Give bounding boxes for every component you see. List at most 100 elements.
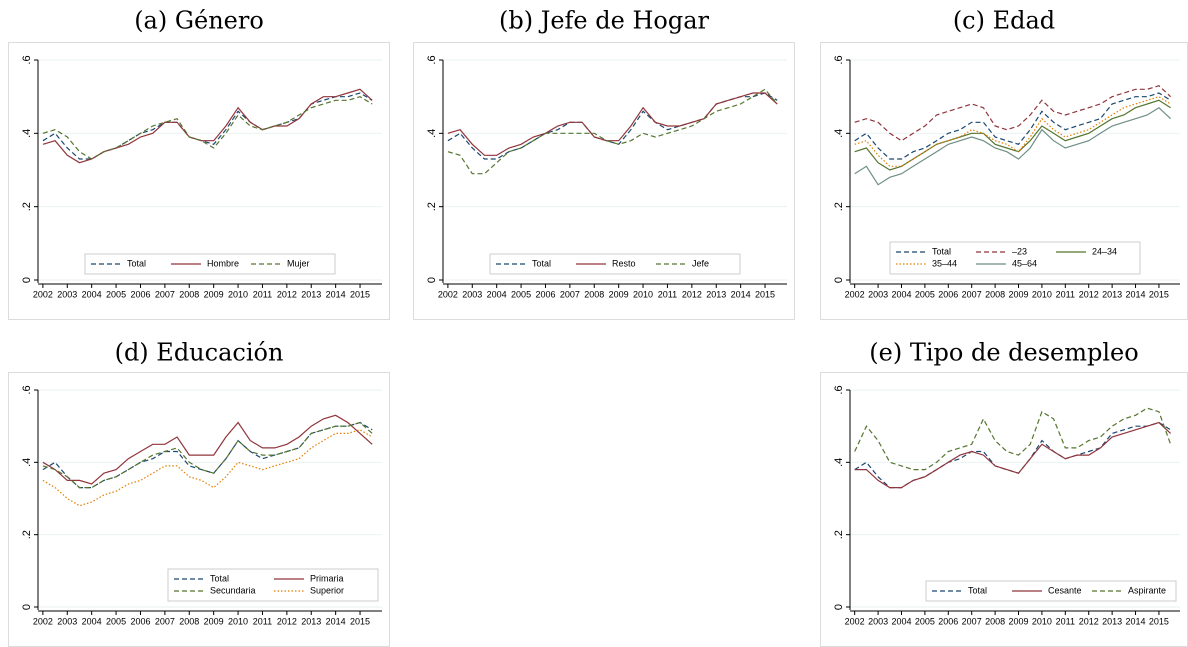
y-tick-label: .6 (833, 385, 845, 394)
x-tick-label: 2005 (915, 616, 935, 626)
series-line (42, 421, 373, 489)
legend-label: Secundaria (210, 585, 256, 595)
x-tick-label: 2006 (130, 289, 150, 299)
x-tick-label: 2006 (130, 616, 150, 626)
legend-label: Jefe (692, 258, 709, 268)
x-tick-label: 2004 (82, 616, 102, 626)
y-tick-label: .4 (21, 458, 33, 467)
x-tick-label: 2015 (350, 616, 370, 626)
x-tick-label: 2014 (326, 616, 346, 626)
x-tick-label: 2008 (584, 289, 604, 299)
panel-title: (a) Género (134, 7, 264, 35)
panel-frame (413, 42, 795, 320)
legend-box (889, 241, 1141, 275)
y-tick-label: .4 (833, 129, 845, 138)
y-tick-label: .4 (426, 129, 438, 138)
x-tick-label: 2003 (462, 289, 482, 299)
y-tick-label: .6 (21, 55, 33, 64)
x-tick-label: 2005 (106, 289, 126, 299)
legend-box (925, 580, 1177, 602)
x-tick-label: 2012 (277, 616, 297, 626)
panel-title: (c) Edad (953, 7, 1055, 35)
x-tick-label: 2013 (301, 289, 321, 299)
x-tick-label: 2012 (1079, 616, 1099, 626)
x-tick-label: 2002 (845, 289, 865, 299)
x-tick-label: 2013 (301, 616, 321, 626)
x-tick-label: 2006 (938, 616, 958, 626)
series-line (42, 421, 373, 489)
panel-frame (8, 372, 390, 647)
series-line (854, 407, 1172, 471)
panel: (a) Género 0 .2 .4 .6 2002 2003 2004 2005 2006 200… (8, 7, 390, 320)
x-tick-label: 2007 (962, 289, 982, 299)
x-tick-label: 2010 (1032, 289, 1052, 299)
y-tick-label: 0 (21, 277, 33, 283)
legend-label: Primaria (310, 573, 344, 583)
x-tick-label: 2015 (1149, 616, 1169, 626)
x-tick-label: 2006 (535, 289, 555, 299)
panel: (b) Jefe de Hogar 0 .2 .4 .6 2002 2003 2004 2005… (413, 7, 795, 320)
x-tick-label: 2013 (706, 289, 726, 299)
x-tick-label: 2010 (228, 289, 248, 299)
x-tick-label: 2012 (277, 289, 297, 299)
y-tick-label: 0 (833, 277, 845, 283)
x-tick-label: 2007 (155, 289, 175, 299)
x-tick-label: 2015 (755, 289, 775, 299)
x-tick-label: 2004 (82, 289, 102, 299)
series-line (854, 99, 1171, 171)
series-line (42, 96, 373, 160)
panel-frame (820, 372, 1188, 647)
x-tick-label: 2008 (985, 616, 1005, 626)
x-tick-label: 2015 (350, 289, 370, 299)
y-tick-label: 0 (426, 277, 438, 283)
series-line (854, 85, 1172, 142)
legend-label: Mujer (287, 258, 310, 268)
x-tick-label: 2009 (204, 289, 224, 299)
x-tick-label: 2007 (962, 616, 982, 626)
series-line (42, 92, 373, 160)
x-tick-label: 2014 (1126, 289, 1146, 299)
x-tick-label: 2010 (1032, 616, 1052, 626)
x-tick-label: 2004 (891, 289, 911, 299)
legend-label: –23 (1012, 246, 1027, 256)
x-tick-label: 2010 (228, 616, 248, 626)
series-line (42, 429, 373, 507)
x-tick-label: 2008 (179, 289, 199, 299)
x-tick-label: 2008 (985, 289, 1005, 299)
y-tick-label: .6 (833, 55, 845, 64)
legend-label: 24–34 (1092, 246, 1117, 256)
x-tick-label: 2012 (1079, 289, 1099, 299)
panel-title: (b) Jefe de Hogar (499, 7, 710, 35)
x-tick-label: 2005 (915, 289, 935, 299)
legend-box (84, 253, 336, 275)
x-tick-label: 2005 (511, 289, 531, 299)
x-tick-label: 2007 (560, 289, 580, 299)
legend-label: Superior (310, 585, 344, 595)
x-tick-label: 2009 (609, 289, 629, 299)
legend-label: Hombre (207, 258, 239, 268)
x-tick-label: 2007 (155, 616, 175, 626)
legend-box (167, 568, 379, 602)
x-tick-label: 2011 (253, 289, 272, 299)
y-tick-label: .2 (426, 202, 438, 211)
x-tick-label: 2003 (868, 289, 888, 299)
legend-label: Resto (612, 258, 636, 268)
x-tick-label: 2002 (438, 289, 458, 299)
x-tick-label: 2014 (731, 289, 751, 299)
y-tick-label: .6 (21, 385, 33, 394)
legend-label: Total (127, 258, 146, 268)
y-tick-label: 0 (833, 604, 845, 610)
x-tick-label: 2002 (845, 616, 865, 626)
series-line (854, 106, 1172, 186)
y-tick-label: .2 (833, 530, 845, 539)
x-tick-label: 2009 (1008, 616, 1028, 626)
x-tick-label: 2004 (891, 616, 911, 626)
x-tick-label: 2009 (204, 616, 224, 626)
series-line (854, 92, 1171, 160)
series-line (854, 421, 1172, 489)
panel-title: (e) Tipo de desempleo (869, 339, 1138, 367)
x-tick-label: 2010 (633, 289, 653, 299)
x-tick-label: 2008 (179, 616, 199, 626)
